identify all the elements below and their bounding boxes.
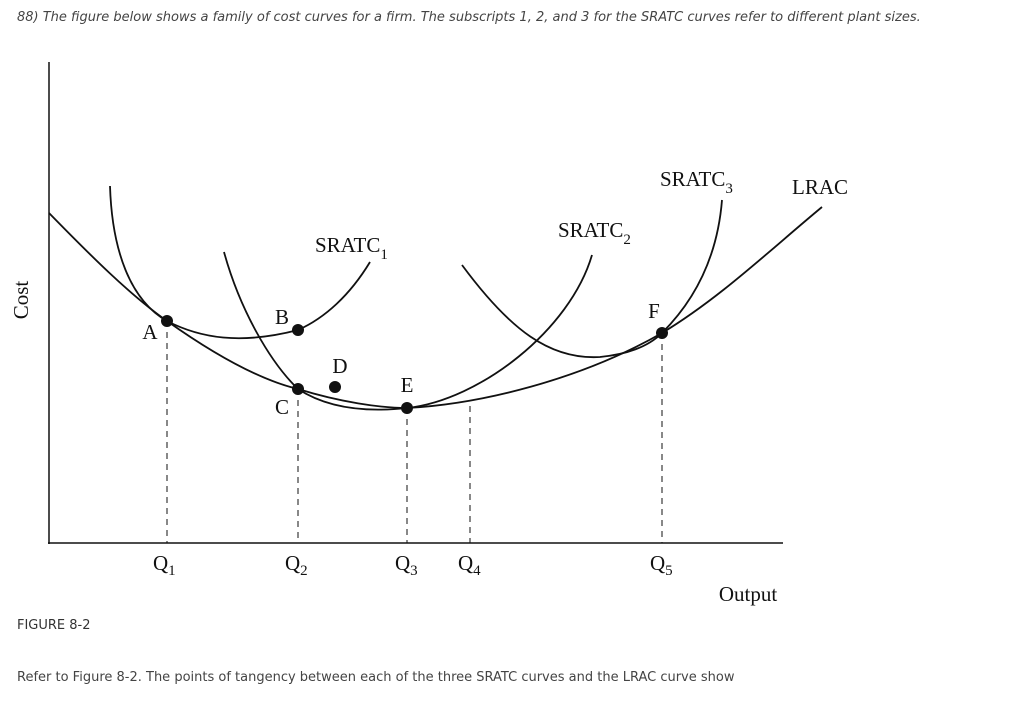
point-label: A — [142, 320, 158, 344]
sratc3-curve — [461, 199, 723, 359]
point — [161, 315, 173, 327]
sratc1-curve — [109, 185, 371, 340]
curve-name: SRATC — [660, 167, 725, 191]
point-label: F — [648, 299, 660, 323]
lrac-curve — [48, 206, 823, 409]
point — [401, 402, 413, 414]
quantity-label: Q4 — [458, 551, 481, 579]
point — [292, 324, 304, 336]
q-sub: 2 — [300, 563, 308, 579]
curve-label: LRAC — [792, 175, 848, 199]
quantity-label: Q1 — [153, 551, 176, 579]
figure-label: FIGURE 8-2 — [17, 618, 91, 633]
q-sub: 4 — [473, 563, 481, 579]
curve-label: SRATC3 — [660, 167, 733, 197]
point-label: B — [275, 305, 289, 329]
curve-sub: 3 — [725, 181, 733, 197]
curve-label: SRATC1 — [315, 233, 388, 263]
point-label: D — [332, 354, 347, 378]
q-name: Q — [285, 551, 300, 575]
quantity-label: Q5 — [650, 551, 673, 579]
point-label: E — [401, 373, 414, 397]
x-axis-label: Output — [719, 582, 778, 606]
sratc2-curve — [223, 251, 593, 411]
curve-name: SRATC — [315, 233, 380, 257]
q-name: Q — [458, 551, 473, 575]
q-name: Q — [395, 551, 410, 575]
q-sub: 1 — [168, 563, 176, 579]
q-name: Q — [650, 551, 665, 575]
prompt: Refer to Figure 8-2. The points of tange… — [17, 670, 735, 685]
q-sub: 5 — [665, 563, 673, 579]
curve-name: SRATC — [558, 218, 623, 242]
point — [329, 381, 341, 393]
curve-sub: 1 — [380, 247, 388, 263]
point — [292, 383, 304, 395]
point — [656, 327, 668, 339]
y-axis-label: Cost — [9, 281, 33, 320]
quantity-label: Q3 — [395, 551, 418, 579]
question: 88) The figure below shows a family of c… — [17, 10, 921, 25]
q-sub: 3 — [410, 563, 418, 579]
curve-label: SRATC2 — [558, 218, 631, 248]
quantity-label: Q2 — [285, 551, 308, 579]
curve-sub: 2 — [623, 232, 631, 248]
q-name: Q — [153, 551, 168, 575]
point-label: C — [275, 395, 289, 419]
